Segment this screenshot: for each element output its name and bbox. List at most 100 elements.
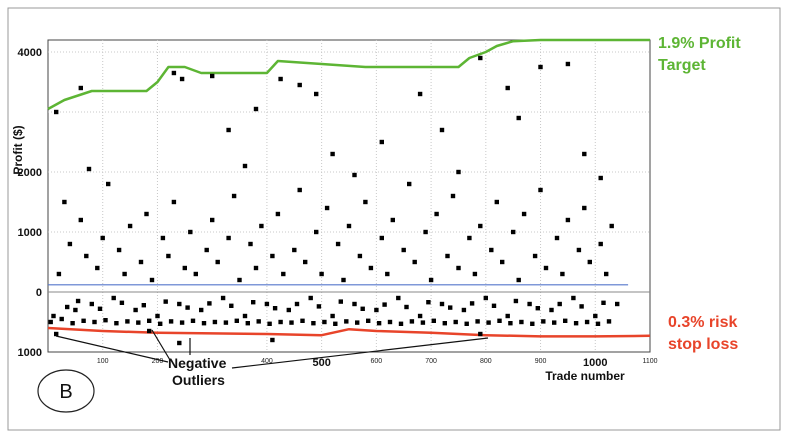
data-point-0-4 [73,307,78,313]
x-tick-label-6: 800 [480,358,492,365]
data-point-0-69 [428,277,434,283]
data-point-0-175 [497,318,502,323]
y-axis-label: Profit ($) [11,125,25,174]
data-point-0-114 [297,82,302,88]
data-point-0-9 [100,235,105,241]
data-point-0-10 [106,181,111,187]
x-tick-label-4: 600 [371,358,383,365]
data-point-0-151 [234,318,239,323]
x-tick-label-0: 100 [97,358,109,365]
data-point-0-165 [387,319,393,325]
data-point-0-148 [201,321,207,326]
data-point-0-115 [314,91,319,97]
data-point-0-49 [319,271,324,277]
data-point-0-13 [122,271,127,277]
data-point-0-30 [215,259,220,265]
data-point-0-39 [264,301,270,307]
data-point-0-143 [147,318,152,323]
data-point-0-32 [226,235,231,241]
data-point-0-170 [442,321,447,326]
data-point-0-73 [450,193,456,199]
data-point-0-8 [95,265,100,271]
data-point-0-92 [554,235,560,241]
data-point-0-129 [270,337,275,343]
data-point-0-196 [272,306,278,311]
data-point-0-56 [357,253,363,259]
data-point-0-96 [576,247,582,253]
stop-loss-line [47,326,651,338]
data-point-0-52 [335,241,341,247]
data-point-0-11 [111,295,116,301]
data-point-0-43 [286,307,291,313]
data-point-0-87 [527,301,532,307]
profit-target-annotation-line2: Target [658,57,706,74]
data-point-0-104 [54,109,59,115]
data-point-0-36 [248,241,253,247]
data-point-0-45 [297,187,302,193]
data-point-0-206 [491,303,497,308]
data-point-0-62 [390,217,395,223]
data-point-0-33 [231,193,237,199]
data-point-0-174 [486,320,491,325]
data-point-0-82 [500,259,505,265]
x-axis-label: Trade number [545,369,625,383]
data-point-0-23 [177,301,182,307]
data-point-0-77 [472,271,478,277]
data-point-0-132 [147,328,152,334]
data-point-0-47 [308,295,313,301]
data-point-0-190 [141,303,146,308]
data-point-0-140 [114,321,119,326]
data-point-0-178 [530,321,535,326]
outer-frame [7,7,781,431]
data-point-0-146 [179,320,185,325]
data-point-0-60 [379,235,384,241]
data-point-0-3 [67,241,73,247]
data-point-0-136 [70,321,75,326]
data-point-0-186 [65,304,70,310]
data-point-0-126 [565,61,571,67]
data-point-0-164 [376,321,382,326]
profit-target-annotation-line1: 1.9% Profit [658,35,741,52]
data-point-0-109 [210,73,215,79]
data-point-0-38 [259,223,264,229]
data-point-0-18 [149,277,155,283]
data-point-0-89 [538,187,543,193]
data-point-0-116 [330,151,335,157]
data-point-0-111 [242,163,248,169]
data-point-0-167 [409,319,415,324]
data-point-0-72 [445,253,450,259]
data-point-0-19 [155,313,160,319]
data-point-0-180 [552,320,557,325]
data-point-0-70 [434,211,439,217]
data-point-0-200 [360,306,365,311]
data-point-0-12 [116,247,122,253]
data-point-0-147 [190,318,196,323]
data-point-0-207 [513,298,519,304]
data-point-0-97 [582,205,587,211]
data-point-0-133 [177,340,182,346]
data-point-0-182 [573,321,579,326]
data-point-0-107 [171,70,177,76]
data-point-0-101 [604,271,609,277]
data-point-0-41 [275,211,281,217]
data-point-0-149 [212,319,218,325]
data-point-0-35 [242,313,248,319]
data-point-0-53 [341,277,346,283]
data-point-0-121 [456,169,461,175]
data-point-0-120 [439,127,445,133]
data-point-0-191 [163,299,168,304]
data-point-0-172 [464,321,469,326]
data-point-0-156 [289,320,294,325]
data-point-0-197 [294,301,300,307]
data-point-0-131 [54,331,59,337]
plot-area [47,39,651,353]
data-point-0-159 [322,319,327,325]
data-point-0-28 [204,247,209,253]
data-point-0-40 [270,253,275,259]
data-point-0-158 [311,321,316,326]
data-point-0-152 [245,321,250,326]
data-point-0-24 [182,265,187,271]
data-point-0-141 [125,319,130,324]
data-point-0-88 [532,253,538,259]
